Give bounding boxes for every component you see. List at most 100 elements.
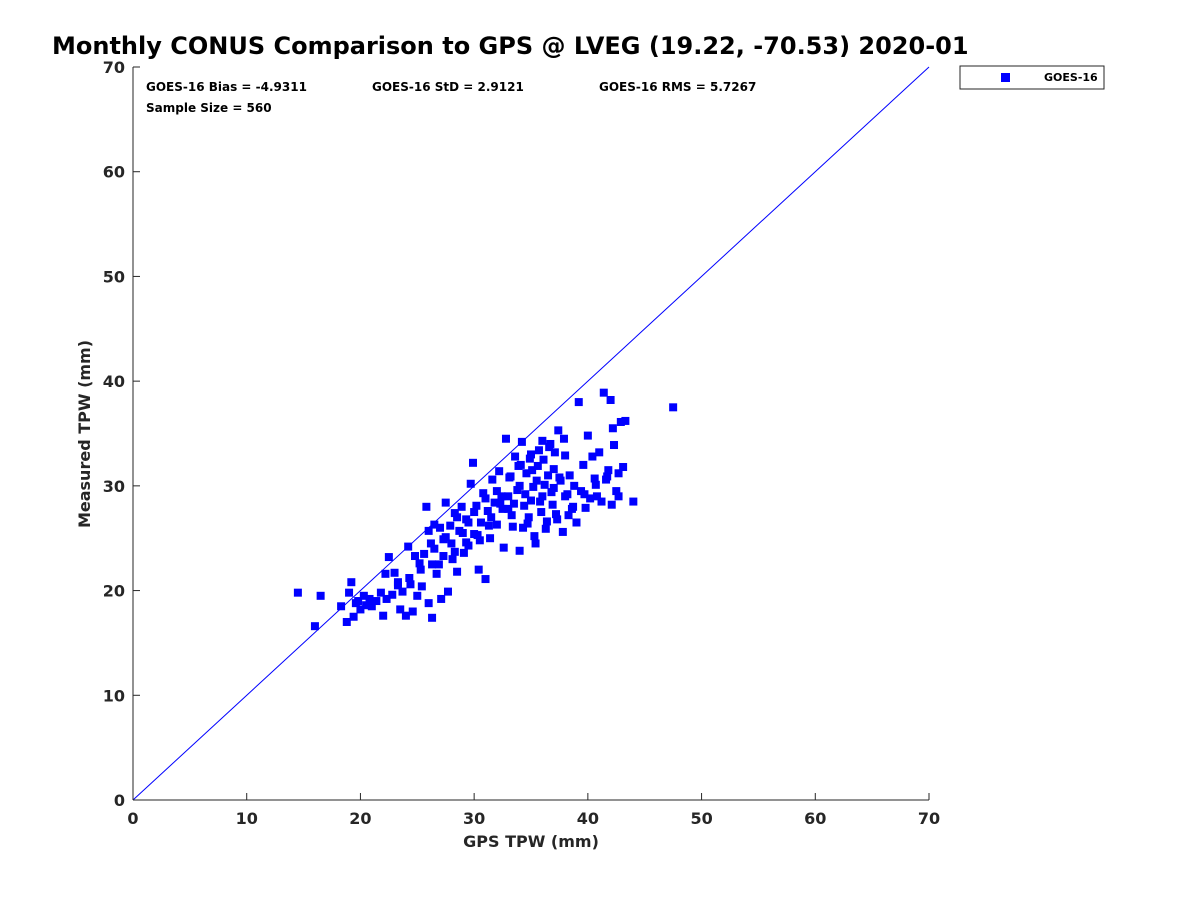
- data-point: [359, 591, 368, 600]
- data-point: [424, 599, 433, 608]
- data-point: [561, 451, 570, 460]
- data-point: [457, 502, 466, 511]
- data-point: [432, 569, 441, 578]
- data-point: [504, 492, 513, 501]
- data-point: [529, 482, 538, 491]
- data-point: [608, 424, 617, 433]
- x-tick-label: 40: [577, 809, 599, 828]
- data-point: [614, 469, 623, 478]
- data-point: [621, 416, 630, 425]
- stat-bias: GOES-16 Bias = -4.9311: [146, 80, 307, 94]
- data-point: [540, 480, 549, 489]
- data-point: [574, 398, 583, 407]
- data-point: [505, 473, 514, 482]
- data-point: [428, 613, 437, 622]
- data-point: [514, 461, 523, 470]
- plot-area: 0 10 20 30 40 50 60 70 0 10 20 30 40 50 60 70: [103, 58, 940, 828]
- data-point: [558, 527, 567, 536]
- data-point: [509, 499, 518, 508]
- data-point: [492, 520, 501, 529]
- data-point: [458, 528, 467, 537]
- data-point: [316, 591, 325, 600]
- legend-box: [959, 65, 1105, 90]
- reference-line: [132, 66, 930, 801]
- data-point: [437, 594, 446, 603]
- data-point: [612, 487, 621, 496]
- data-point: [441, 533, 450, 542]
- data-point: [523, 519, 532, 528]
- data-point: [495, 467, 504, 476]
- data-point: [586, 494, 595, 503]
- data-point: [447, 539, 456, 548]
- y-tick-label: 40: [103, 372, 125, 391]
- data-point: [398, 587, 407, 596]
- data-point: [547, 488, 556, 497]
- data-point: [347, 578, 356, 587]
- data-point: [459, 548, 468, 557]
- y-tick-label: 10: [103, 686, 125, 705]
- data-point: [569, 502, 578, 511]
- data-point: [549, 465, 558, 474]
- stat-std: GOES-16 StD = 2.9121: [372, 80, 524, 94]
- data-point: [542, 517, 551, 526]
- data-point: [396, 605, 405, 614]
- data-point: [533, 461, 542, 470]
- data-point: [552, 510, 561, 519]
- data-point: [517, 437, 526, 446]
- data-point: [416, 565, 425, 574]
- data-point: [486, 534, 495, 543]
- data-point: [408, 607, 417, 616]
- data-point: [469, 458, 478, 467]
- data-point: [475, 536, 484, 545]
- data-point: [619, 463, 628, 472]
- series-goes16-points: [293, 388, 678, 631]
- data-point: [548, 500, 557, 509]
- data-point: [499, 543, 508, 552]
- data-point: [525, 454, 534, 463]
- data-point: [483, 506, 492, 515]
- data-point: [507, 511, 516, 520]
- data-point: [616, 417, 625, 426]
- data-point: [555, 473, 564, 482]
- x-tick-label: 60: [804, 809, 826, 828]
- data-point: [446, 521, 455, 530]
- stat-sample-size: Sample Size = 560: [146, 101, 272, 115]
- data-point: [572, 518, 581, 527]
- legend: GOES-16: [959, 65, 1105, 90]
- data-point: [522, 469, 531, 478]
- data-point: [466, 479, 475, 488]
- data-point: [570, 481, 579, 490]
- data-point: [349, 612, 358, 621]
- data-point: [379, 611, 388, 620]
- legend-label: GOES-16: [1044, 71, 1098, 84]
- data-point: [487, 513, 496, 522]
- data-point: [450, 509, 459, 518]
- data-point: [476, 518, 485, 527]
- data-point: [520, 501, 529, 510]
- data-point: [580, 490, 589, 499]
- data-point: [367, 602, 376, 611]
- data-point: [293, 588, 302, 597]
- data-point: [519, 523, 528, 532]
- data-point: [411, 552, 420, 561]
- data-point: [498, 504, 507, 513]
- y-axis-label: Measured TPW (mm): [75, 340, 94, 528]
- data-point: [550, 448, 559, 457]
- data-point: [553, 515, 562, 524]
- data-point: [473, 531, 482, 540]
- data-point: [356, 605, 365, 614]
- chart-title: Monthly CONUS Comparison to GPS @ LVEG (…: [52, 32, 969, 60]
- data-point: [504, 504, 513, 513]
- data-point: [496, 499, 505, 508]
- data-point: [481, 494, 490, 503]
- data-point: [561, 492, 570, 501]
- data-point: [508, 522, 517, 531]
- data-point: [490, 498, 499, 507]
- data-point: [527, 496, 535, 505]
- data-point: [382, 594, 391, 603]
- data-point: [436, 523, 445, 532]
- data-point: [534, 446, 543, 455]
- data-point: [404, 542, 413, 551]
- data-point: [579, 460, 588, 469]
- data-point: [588, 452, 597, 461]
